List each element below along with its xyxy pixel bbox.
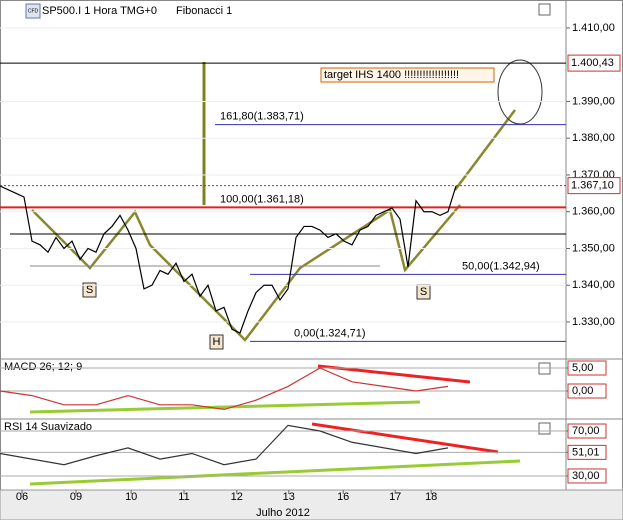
y-tick-label: 1.340,00 bbox=[572, 279, 615, 291]
x-tick-label: 10 bbox=[125, 491, 137, 503]
annotation-box bbox=[320, 67, 495, 83]
price-box bbox=[567, 177, 621, 195]
y-tick-label: 70,00 bbox=[572, 425, 600, 437]
fib-label: 0,00(1.324,71) bbox=[294, 327, 366, 339]
target-ellipse bbox=[497, 59, 543, 125]
window-button[interactable] bbox=[538, 3, 551, 16]
icon-text: CFD bbox=[28, 8, 39, 14]
y-tick-box bbox=[567, 444, 607, 460]
x-tick-label: 18 bbox=[425, 491, 437, 503]
y-tick-box bbox=[567, 423, 607, 439]
price-label: 1.367,10 bbox=[571, 180, 614, 192]
y-tick-label: 5,00 bbox=[572, 362, 593, 374]
y-tick-label: 1.380,00 bbox=[572, 132, 615, 144]
y-tick-label: 30,00 bbox=[572, 470, 600, 482]
y-tick-label: 1.330,00 bbox=[572, 316, 615, 328]
symbol-title: SP500.I 1 Hora TMG+0 bbox=[42, 5, 157, 17]
fib-label: 100,00(1.361,18) bbox=[220, 193, 304, 205]
study-title: Fibonacci 1 bbox=[176, 5, 232, 17]
price-label: 1.400,43 bbox=[571, 57, 614, 69]
annotation: S bbox=[86, 284, 93, 296]
pattern-lines bbox=[31, 204, 461, 342]
annotation-box bbox=[209, 334, 224, 350]
annotation: S bbox=[420, 286, 427, 298]
rsi-trend bbox=[311, 422, 499, 454]
panel-title: RSI 14 Suavizado bbox=[4, 421, 92, 433]
macd-trend bbox=[317, 364, 471, 384]
y-tick-box bbox=[567, 360, 607, 376]
fib-label: 50,00(1.342,94) bbox=[462, 260, 540, 272]
y-tick-box bbox=[567, 383, 607, 399]
y-tick-label: 51,01 bbox=[572, 446, 600, 458]
price-line bbox=[0, 367, 449, 411]
y-tick-label: 1.360,00 bbox=[572, 206, 615, 218]
x-axis-label: Julho 2012 bbox=[256, 507, 310, 519]
annotation: H bbox=[213, 336, 221, 348]
annotation-box bbox=[82, 282, 97, 298]
x-tick-label: 17 bbox=[389, 491, 401, 503]
macd-trend bbox=[29, 400, 421, 414]
window-button[interactable] bbox=[538, 422, 551, 435]
price-box bbox=[567, 54, 621, 72]
price-line bbox=[0, 185, 457, 334]
x-tick-label: 13 bbox=[283, 491, 295, 503]
rsi-trend bbox=[29, 459, 521, 486]
price-line bbox=[0, 424, 449, 466]
date-axis bbox=[0, 489, 623, 520]
annotation: target IHS 1400 !!!!!!!!!!!!!!!!!! bbox=[324, 69, 459, 81]
fib-label: 161,80(1.383,71) bbox=[220, 110, 304, 122]
symbol-icon bbox=[25, 3, 41, 19]
panel-title: MACD 26; 12; 9 bbox=[4, 361, 82, 373]
target-line bbox=[454, 109, 516, 191]
x-tick-label: 11 bbox=[178, 491, 189, 503]
y-tick-label: 1.410,00 bbox=[572, 22, 615, 34]
y-tick-box bbox=[567, 468, 607, 484]
x-tick-label: 12 bbox=[231, 491, 243, 503]
y-tick-label: 1.350,00 bbox=[572, 242, 615, 254]
x-tick-label: 16 bbox=[337, 491, 349, 503]
x-tick-label: 09 bbox=[70, 491, 82, 503]
x-tick-label: 06 bbox=[16, 491, 28, 503]
y-tick-label: 0,00 bbox=[572, 385, 593, 397]
y-tick-label: 1.390,00 bbox=[572, 95, 615, 107]
